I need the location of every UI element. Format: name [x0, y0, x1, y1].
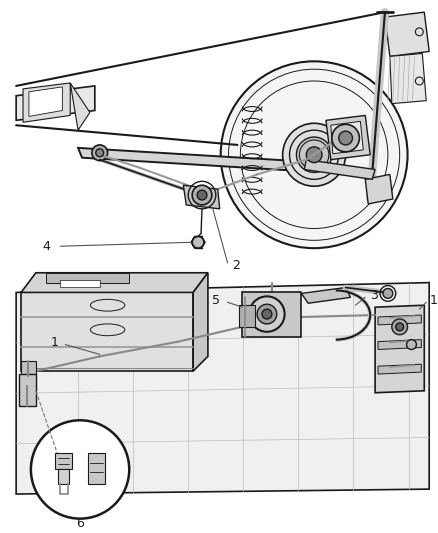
Text: 1: 1	[50, 336, 58, 349]
Circle shape	[31, 421, 129, 519]
Circle shape	[92, 145, 108, 160]
Polygon shape	[29, 87, 62, 116]
Polygon shape	[331, 122, 363, 154]
Polygon shape	[242, 293, 301, 337]
Polygon shape	[304, 160, 375, 179]
Circle shape	[221, 61, 407, 248]
Polygon shape	[16, 282, 429, 494]
Circle shape	[396, 323, 404, 331]
Text: 4: 4	[42, 240, 50, 253]
Polygon shape	[60, 280, 100, 287]
Circle shape	[257, 304, 277, 324]
Polygon shape	[240, 305, 255, 327]
Polygon shape	[21, 293, 193, 371]
Polygon shape	[326, 116, 370, 160]
Circle shape	[192, 236, 204, 248]
Polygon shape	[375, 305, 424, 393]
Polygon shape	[21, 361, 36, 391]
Circle shape	[96, 149, 104, 157]
Circle shape	[249, 296, 285, 332]
Polygon shape	[301, 287, 350, 303]
Circle shape	[262, 309, 272, 319]
Circle shape	[283, 123, 346, 186]
Polygon shape	[390, 53, 426, 103]
Polygon shape	[19, 374, 36, 406]
Polygon shape	[88, 453, 105, 484]
Circle shape	[197, 190, 207, 200]
Circle shape	[192, 185, 212, 205]
Polygon shape	[78, 148, 308, 172]
Text: 2: 2	[233, 260, 240, 272]
Text: 6: 6	[76, 517, 84, 530]
Polygon shape	[58, 470, 69, 484]
Circle shape	[406, 340, 417, 350]
Polygon shape	[365, 174, 393, 204]
Polygon shape	[23, 83, 70, 122]
Polygon shape	[16, 86, 95, 120]
Polygon shape	[378, 340, 421, 350]
Polygon shape	[184, 185, 220, 209]
Polygon shape	[378, 364, 421, 374]
Circle shape	[392, 319, 407, 335]
Text: 5: 5	[212, 294, 220, 307]
Polygon shape	[378, 315, 421, 325]
Polygon shape	[193, 273, 208, 371]
Polygon shape	[46, 273, 129, 282]
Circle shape	[339, 131, 353, 145]
Polygon shape	[70, 83, 90, 130]
Circle shape	[383, 288, 393, 298]
Polygon shape	[56, 453, 72, 470]
Circle shape	[306, 147, 322, 163]
Circle shape	[297, 137, 332, 173]
Text: 3: 3	[370, 289, 378, 302]
Circle shape	[332, 124, 359, 152]
Text: 1: 1	[429, 294, 437, 307]
Polygon shape	[385, 12, 429, 56]
Polygon shape	[21, 273, 208, 293]
